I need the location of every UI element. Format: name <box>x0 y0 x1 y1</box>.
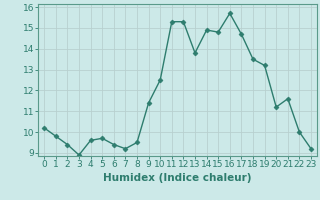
X-axis label: Humidex (Indice chaleur): Humidex (Indice chaleur) <box>103 173 252 183</box>
